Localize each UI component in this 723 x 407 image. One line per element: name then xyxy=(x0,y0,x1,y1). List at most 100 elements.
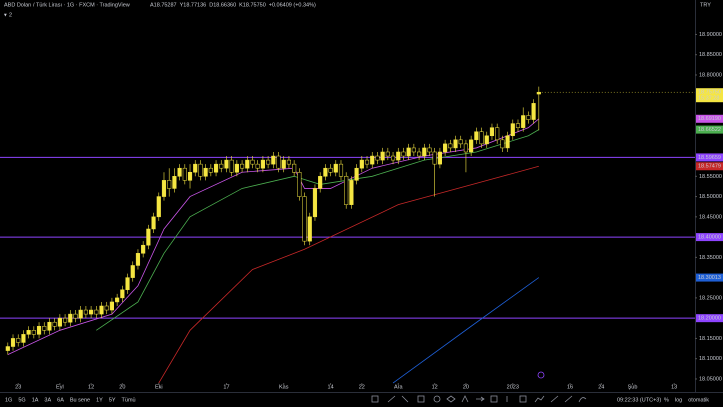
period-button[interactable]: 5Y xyxy=(109,397,116,403)
hline-badge xyxy=(696,233,723,242)
candle-body xyxy=(422,147,427,157)
chart-title: ABD Doları / Türk Lirası · 1G · FXCM · T… xyxy=(4,2,130,8)
tool-icon[interactable] xyxy=(476,396,485,402)
candle-body xyxy=(401,151,406,157)
candle-body xyxy=(167,180,172,189)
candle-body xyxy=(198,163,203,177)
price-badge xyxy=(696,88,723,103)
candle-body xyxy=(16,338,21,343)
candle-body xyxy=(141,244,146,254)
period-button[interactable]: 6A xyxy=(57,397,64,403)
candle-body xyxy=(510,123,515,137)
candle-body xyxy=(359,159,364,169)
tool-icon[interactable] xyxy=(387,395,396,403)
candle-body xyxy=(151,216,156,230)
ma-badge xyxy=(696,114,723,123)
x-tick-label: 24 xyxy=(598,384,604,390)
indicator-count: 2 xyxy=(9,12,12,18)
candle-body xyxy=(302,196,307,242)
tool-icon[interactable] xyxy=(534,395,545,403)
candle-body xyxy=(156,196,161,218)
candle-body xyxy=(297,171,302,197)
y-tick-label: 18.15000 xyxy=(699,336,722,342)
tool-icon[interactable] xyxy=(519,395,527,403)
candle-body xyxy=(406,147,411,157)
candle-body xyxy=(130,265,135,278)
candle-body xyxy=(312,188,318,218)
candle-body xyxy=(515,123,521,128)
candle-body xyxy=(458,139,463,145)
tool-icon[interactable] xyxy=(490,395,498,403)
hline-badge-label: 18.59659 xyxy=(698,155,721,161)
period-button[interactable]: Bu sene xyxy=(70,397,90,403)
candle-body xyxy=(344,176,349,205)
hline-badge xyxy=(696,153,723,162)
ohlc-value: Y18.77136 xyxy=(180,2,207,8)
period-button[interactable]: 3A xyxy=(44,397,51,403)
ohlc-value: D18.66360 xyxy=(209,2,236,8)
candle-body xyxy=(193,163,198,173)
tool-icon[interactable] xyxy=(578,397,587,403)
x-tick-label: 12 xyxy=(432,384,438,390)
candle-body xyxy=(338,163,344,177)
event-marker[interactable] xyxy=(537,371,545,379)
period-button[interactable]: 1G xyxy=(5,397,12,403)
candle-body xyxy=(281,159,286,169)
tool-icon[interactable] xyxy=(433,395,441,403)
tool-icon[interactable] xyxy=(550,395,559,403)
candle-body xyxy=(469,139,474,153)
tool-icon[interactable] xyxy=(401,395,409,403)
candle-body xyxy=(500,139,505,149)
candle-body xyxy=(390,155,396,161)
period-button[interactable]: Tümü xyxy=(122,397,136,403)
candle-body xyxy=(234,163,239,173)
candle-body xyxy=(109,301,115,311)
candle-body xyxy=(57,317,62,327)
currency[interactable]: TRY xyxy=(700,2,711,8)
candle-body xyxy=(224,159,229,169)
candle-body xyxy=(250,159,255,165)
candle-body xyxy=(474,131,479,141)
ma-badge-label: 18.30013 xyxy=(698,275,721,281)
tool-icon[interactable] xyxy=(446,395,456,403)
tool-icon[interactable] xyxy=(371,395,379,403)
candle-body xyxy=(36,326,42,335)
candle-body xyxy=(432,151,437,165)
candle-body xyxy=(115,297,120,303)
candle-body xyxy=(120,289,125,299)
candle-body xyxy=(484,135,489,145)
hline-badge-label: 18.40000 xyxy=(698,235,721,241)
candle-body xyxy=(354,167,359,181)
candle-body xyxy=(375,155,380,161)
candle-body xyxy=(307,216,312,242)
drawing-tools[interactable] xyxy=(371,395,587,403)
candle-body xyxy=(396,151,401,161)
candle-body xyxy=(146,228,151,246)
candle-body xyxy=(94,309,99,315)
candle-body xyxy=(5,346,10,351)
candle-body xyxy=(505,135,510,149)
candle-body xyxy=(161,180,167,197)
candle-body xyxy=(213,163,219,173)
scale-option[interactable]: % xyxy=(664,397,669,403)
candle-body xyxy=(380,151,385,161)
y-tick-label: 18.90000 xyxy=(699,32,722,38)
period-button[interactable]: 1A xyxy=(32,397,39,403)
candle-body xyxy=(385,151,390,157)
y-tick-label: 18.85000 xyxy=(699,52,722,58)
indicator-toggle[interactable]: ▾ xyxy=(4,12,7,18)
candle-body xyxy=(521,115,526,128)
tool-icon[interactable] xyxy=(417,395,425,403)
candle-body xyxy=(203,167,208,177)
tool-icon[interactable] xyxy=(461,395,469,403)
scale-option[interactable]: log xyxy=(675,397,682,403)
candle-body xyxy=(286,159,292,165)
candle-body xyxy=(323,167,328,177)
scale-option[interactable]: otomatik xyxy=(688,397,709,403)
tool-icon[interactable] xyxy=(564,395,573,403)
x-tick-label: 2023 xyxy=(507,384,519,390)
period-button[interactable]: 5G xyxy=(18,397,25,403)
period-button[interactable]: 1Y xyxy=(96,397,103,403)
clock: 09:22:33 (UTC+3) xyxy=(617,397,661,403)
candle-body xyxy=(271,155,276,165)
